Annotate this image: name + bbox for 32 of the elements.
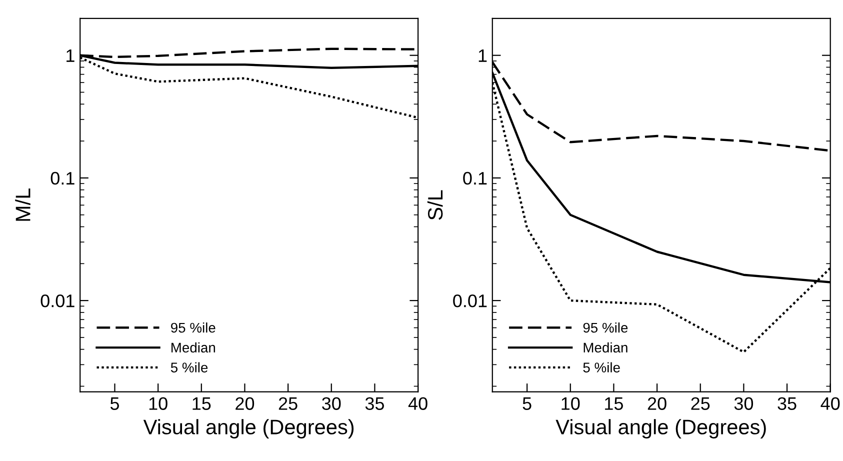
x-tick-label: 35 <box>365 397 384 410</box>
y-axis-title: S/L <box>427 190 443 220</box>
legend-label: Median <box>172 342 216 353</box>
x-axis-title: Visual angle (Degrees) <box>556 419 766 439</box>
y-tick-label: 0.01 <box>453 294 487 308</box>
y-tick-label: 0.1 <box>463 172 487 185</box>
y-tick-label: 1 <box>66 49 74 62</box>
y-axis-title: M/L <box>15 188 30 221</box>
x-tick-label: 15 <box>605 397 623 410</box>
legend-label: 95 %ile <box>583 322 628 333</box>
x-tick-label: 40 <box>408 397 428 410</box>
x-tick-label: 5 <box>110 397 120 410</box>
x-axis-title: Visual angle (Degrees) <box>143 419 354 439</box>
x-tick-label: 25 <box>691 397 710 410</box>
y-tick-label: 0.01 <box>40 294 74 308</box>
x-tick-label: 20 <box>236 397 254 410</box>
x-tick-label: 40 <box>820 397 840 410</box>
legend-label: 5 %ile <box>583 362 620 372</box>
legend-label: Median <box>584 342 628 353</box>
x-tick-label: 35 <box>778 397 796 410</box>
y-tick-label: 1 <box>478 49 487 62</box>
x-tick-label: 30 <box>322 397 341 410</box>
legend-label: 5 %ile <box>170 362 208 372</box>
x-tick-label: 10 <box>149 397 168 410</box>
x-tick-label: 5 <box>522 397 532 410</box>
x-tick-label: 15 <box>192 397 211 410</box>
x-tick-label: 20 <box>648 397 666 410</box>
x-tick-label: 30 <box>734 397 754 410</box>
legend-label: 95 %ile <box>171 322 216 333</box>
x-tick-label: 10 <box>562 397 580 410</box>
y-tick-label: 0.1 <box>50 172 74 185</box>
x-tick-label: 25 <box>278 397 298 410</box>
